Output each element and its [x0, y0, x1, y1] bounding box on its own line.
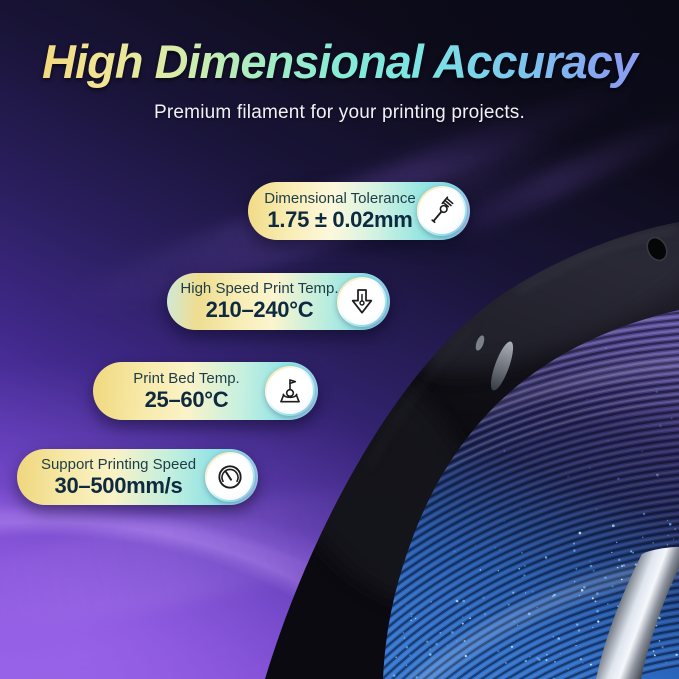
speedometer-icon [205, 452, 255, 502]
spec-value: 210–240°C [205, 297, 314, 323]
front-flange-rim [596, 547, 679, 679]
flange-hole [646, 236, 668, 262]
spec-label: Dimensional Tolerance [264, 189, 416, 207]
flange-slot [475, 335, 485, 351]
spec-value: 25–60°C [144, 386, 229, 412]
spec-label: High Speed Print Temp. [180, 280, 339, 298]
nozzle-temp-icon [337, 277, 387, 327]
subheadline: Premium filament for your printing proje… [154, 102, 525, 123]
headline: High Dimensional Accuracy [0, 34, 679, 89]
spec-pill-print-speed: Support Printing Speed 30–500mm/s [17, 449, 258, 505]
spec-value: 30–500mm/s [54, 472, 183, 498]
spec-pill-print-temp: High Speed Print Temp. 210–240°C [167, 273, 390, 330]
spec-text: Print Bed Temp. 25–60°C [93, 370, 318, 413]
flange-slot [490, 341, 514, 391]
caliper-icon [417, 186, 467, 236]
bed-temp-icon [265, 366, 315, 416]
spec-text: Dimensional Tolerance 1.75 ± 0.02mm [248, 190, 470, 233]
spec-label: Support Printing Speed [40, 455, 197, 473]
spec-text: High Speed Print Temp. 210–240°C [167, 280, 390, 323]
spec-label: Print Bed Temp. [133, 369, 240, 387]
spec-text: Support Printing Speed 30–500mm/s [17, 456, 258, 499]
spec-pill-dimensional-tolerance: Dimensional Tolerance 1.75 ± 0.02mm [248, 182, 470, 240]
spec-pill-bed-temp: Print Bed Temp. 25–60°C [93, 362, 318, 420]
spec-value: 1.75 ± 0.02mm [267, 206, 413, 232]
